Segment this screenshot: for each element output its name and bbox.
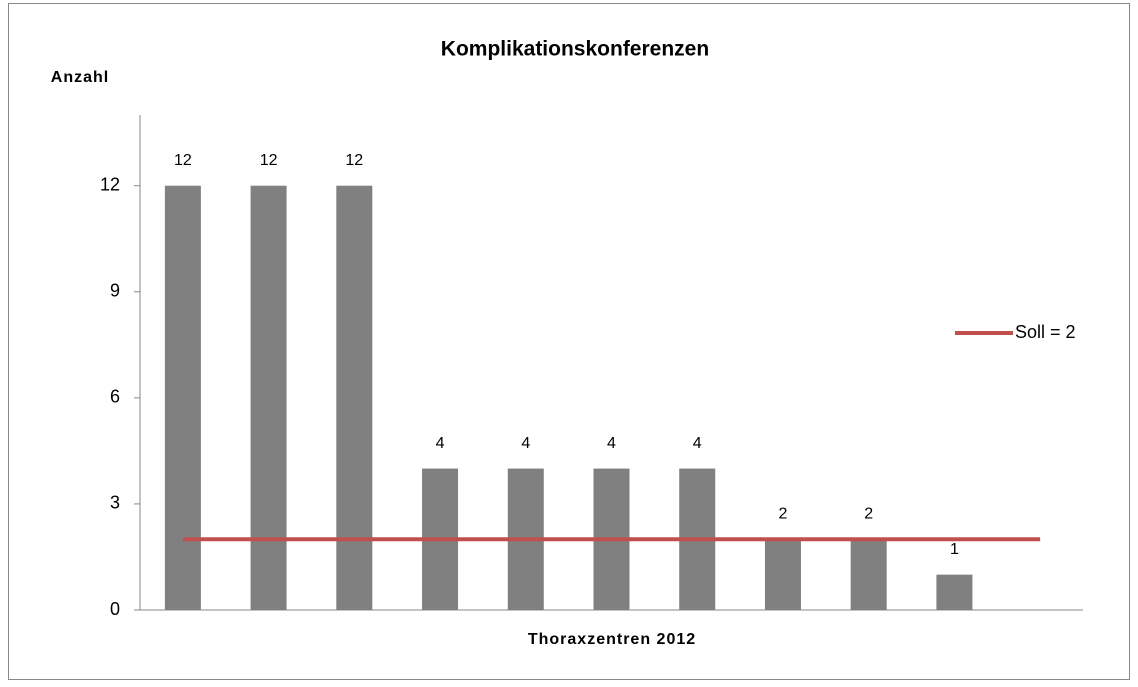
data-label: 12	[345, 152, 363, 169]
legend-label: Soll = 2	[1015, 322, 1076, 342]
data-label: 4	[607, 435, 616, 452]
data-label: 4	[693, 435, 702, 452]
bar	[250, 185, 287, 610]
data-label: 4	[436, 435, 445, 452]
x-axis-title: Thoraxzentren 2012	[528, 631, 696, 648]
y-tick-label: 6	[110, 387, 120, 407]
y-axis-title: Anzahl	[51, 69, 109, 86]
y-tick-label: 0	[110, 599, 120, 619]
y-tick-label: 9	[110, 281, 120, 301]
bar	[850, 539, 887, 610]
data-label: 4	[521, 435, 530, 452]
data-label: 12	[260, 152, 278, 169]
bar	[336, 185, 373, 610]
y-tick-label: 3	[110, 493, 120, 513]
data-label: 2	[779, 506, 788, 523]
data-label: 2	[864, 506, 873, 523]
bar	[764, 539, 801, 610]
data-label: 1	[950, 541, 959, 558]
data-label: 12	[174, 152, 192, 169]
y-tick-label: 12	[100, 174, 120, 194]
chart-title: Komplikationskonferenzen	[441, 38, 709, 61]
bar	[936, 574, 973, 610]
bar	[164, 185, 201, 610]
